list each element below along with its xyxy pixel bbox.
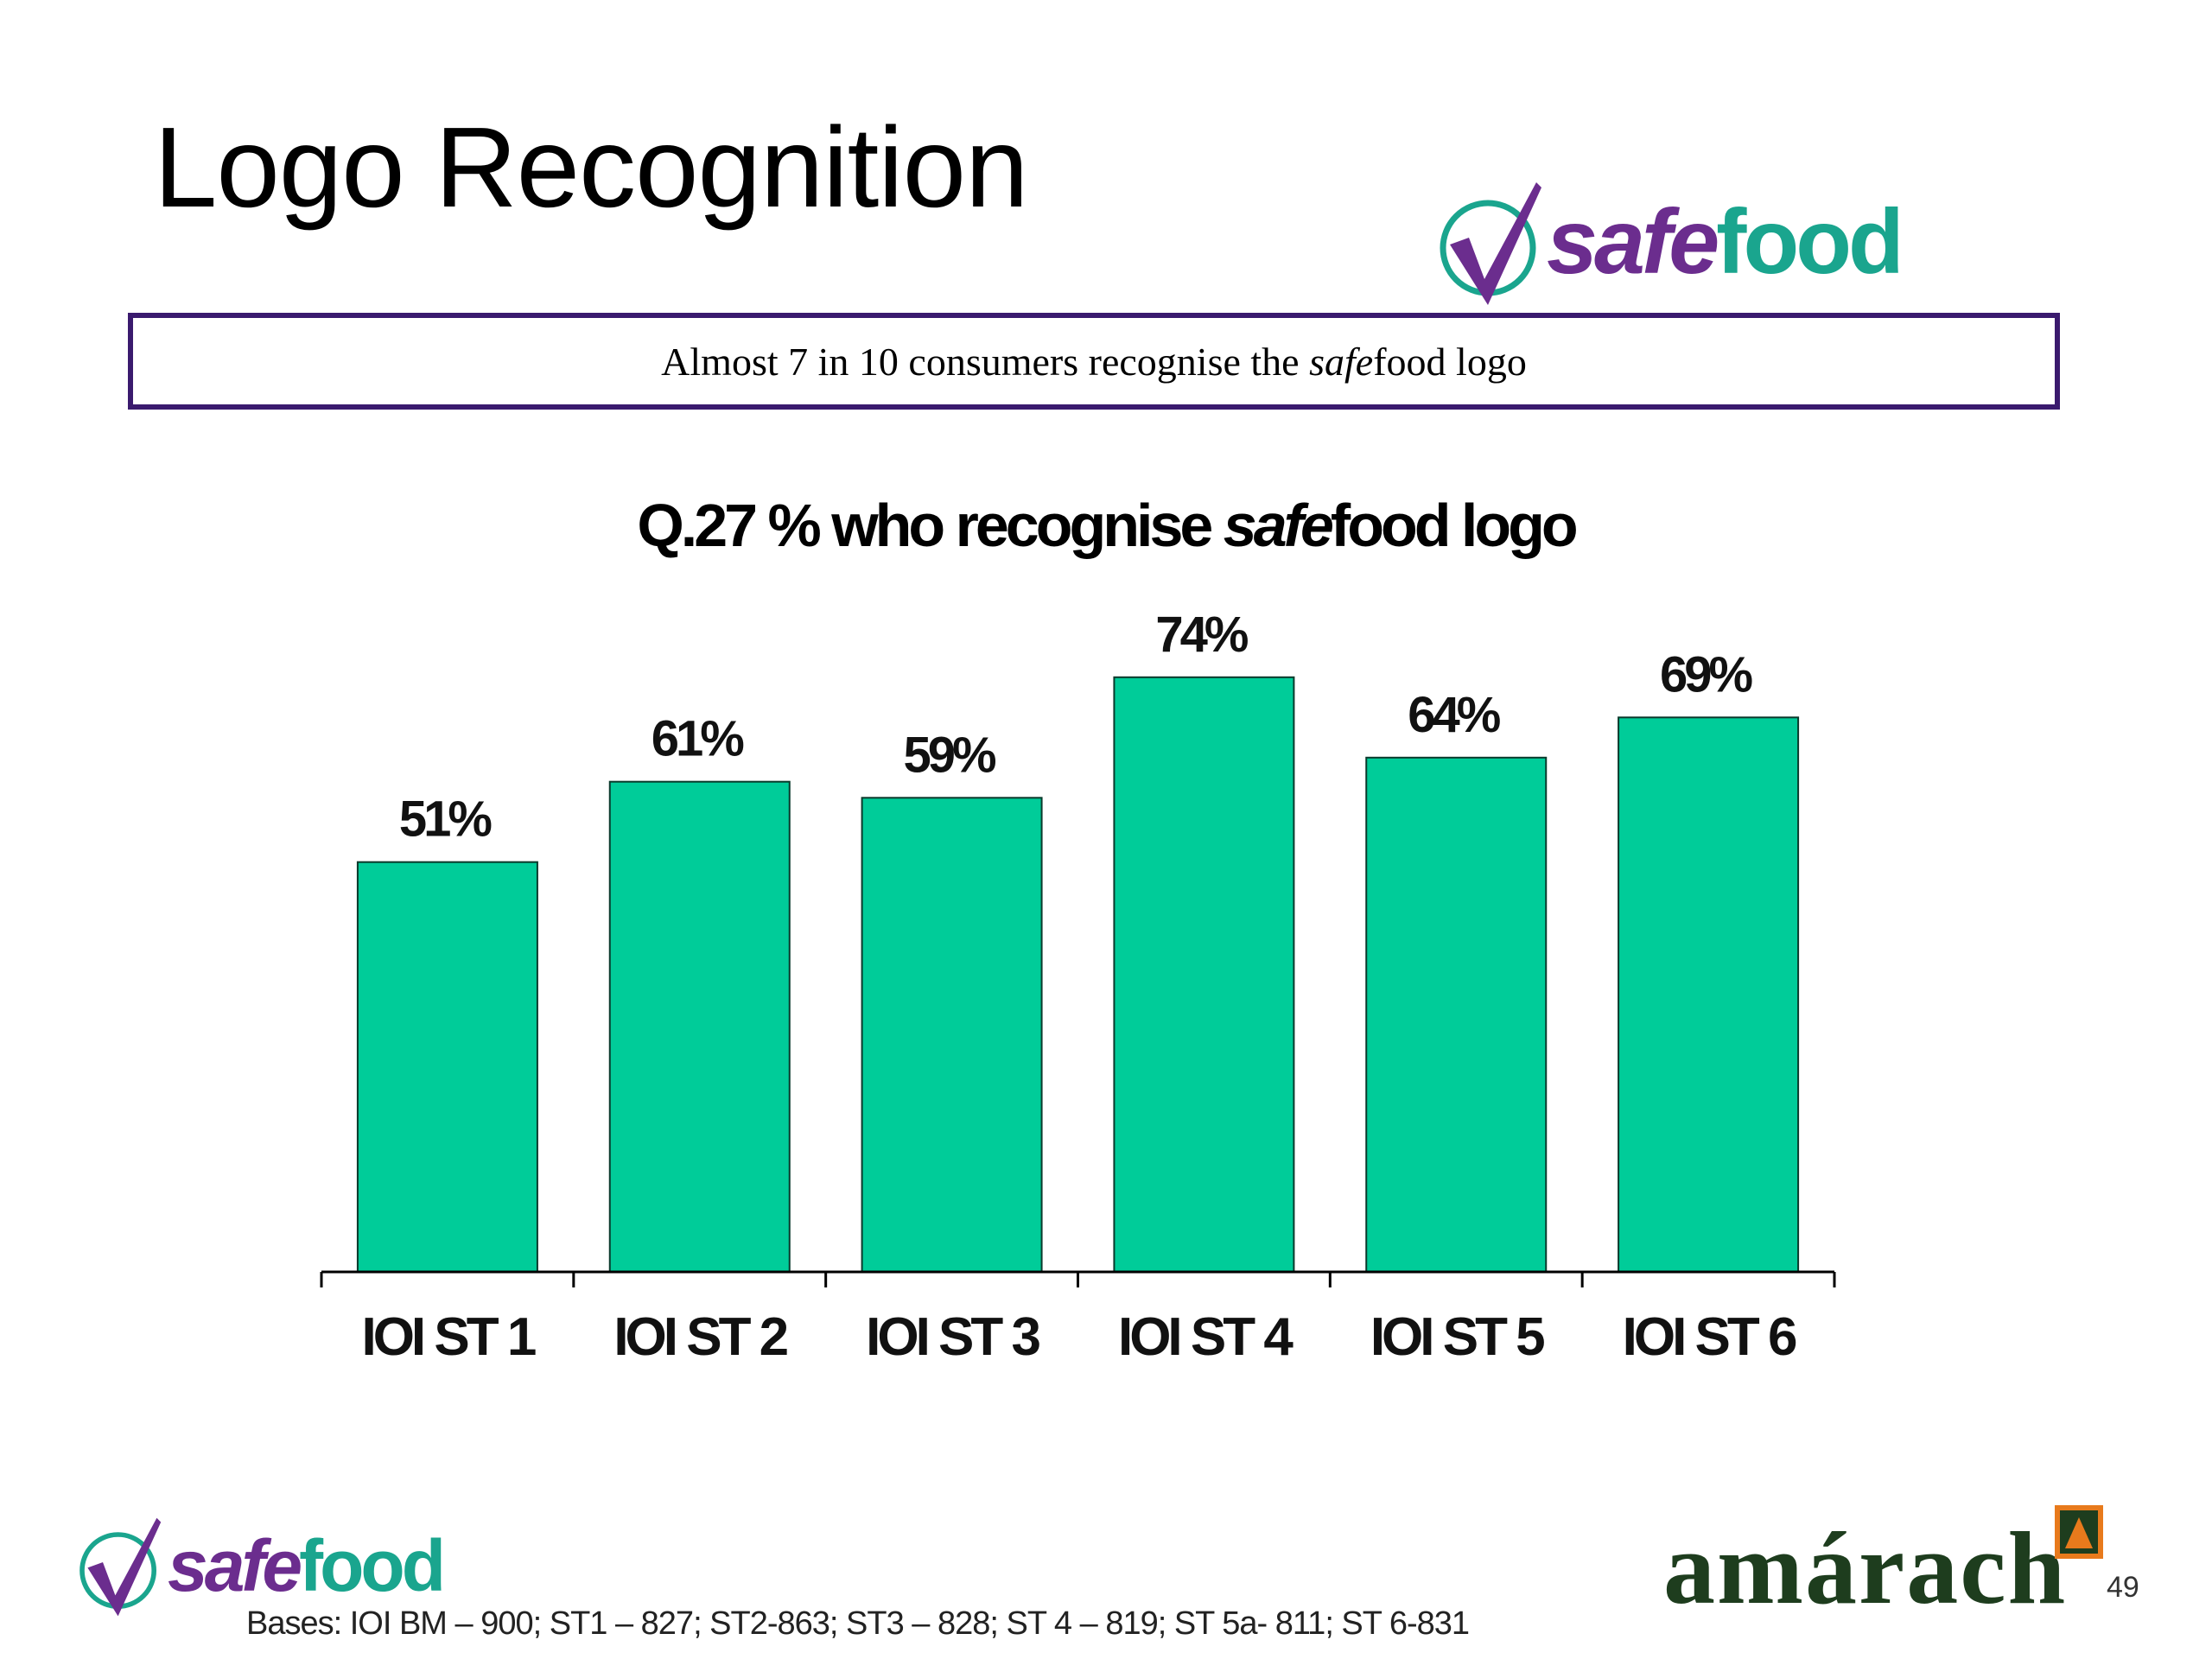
data-label-4: 74% — [1155, 607, 1249, 663]
category-label-6: IOI ST 6 — [1623, 1307, 1796, 1367]
bar-3 — [861, 797, 1043, 1273]
page-number: 49 — [2107, 1571, 2139, 1604]
page-title: Logo Recognition — [154, 104, 1028, 231]
data-label-5: 64% — [1408, 687, 1501, 743]
category-label-1: IOI ST 1 — [361, 1307, 535, 1367]
bar-1 — [356, 861, 538, 1273]
footer-logo-food-text: food — [299, 1524, 446, 1606]
category-label-2: IOI ST 2 — [613, 1307, 786, 1367]
bar-2 — [608, 780, 791, 1273]
data-label-2: 61% — [652, 711, 745, 767]
chart-title-italic: safe — [1223, 492, 1334, 559]
category-label-4: IOI ST 4 — [1118, 1307, 1294, 1367]
summary-box: Almost 7 in 10 consumers recognise the s… — [128, 313, 2060, 410]
category-label-3: IOI ST 3 — [866, 1307, 1039, 1367]
summary-italic: safe — [1309, 339, 1374, 384]
checkmark-icon — [1440, 182, 1541, 305]
chart-title-prefix: Q.27 % who recognise — [637, 492, 1224, 559]
bar-4 — [1113, 676, 1295, 1273]
bar-5 — [1365, 756, 1548, 1273]
bases-footnote: Bases: IOI BM – 900; ST1 – 827; ST2-863;… — [246, 1605, 1470, 1642]
summary-suffix: food logo — [1373, 339, 1527, 384]
chart-title-suffix: food logo — [1330, 492, 1579, 559]
safefood-logo: safe food — [1434, 177, 1904, 307]
category-label-5: IOI ST 5 — [1370, 1307, 1544, 1367]
amarach-logo-text: amárach — [1663, 1510, 2068, 1625]
footer-logo-safe-text: safe — [168, 1524, 302, 1606]
bar-6 — [1618, 716, 1800, 1273]
checkmark-icon — [79, 1517, 162, 1617]
chart-title: Q.27 % who recognise safefood logo — [0, 491, 2212, 560]
logo-food-text: food — [1716, 190, 1904, 293]
safefood-footer-logo: safe food — [73, 1514, 446, 1618]
amarach-mark-icon — [2055, 1505, 2103, 1559]
data-label-3: 59% — [904, 727, 997, 783]
data-label-6: 69% — [1660, 646, 1753, 702]
logo-safe-text: safe — [1547, 190, 1719, 293]
data-label-1: 51% — [399, 791, 493, 848]
summary-prefix: Almost 7 in 10 consumers recognise the — [661, 339, 1310, 384]
amarach-logo: amárach — [1663, 1516, 2067, 1620]
